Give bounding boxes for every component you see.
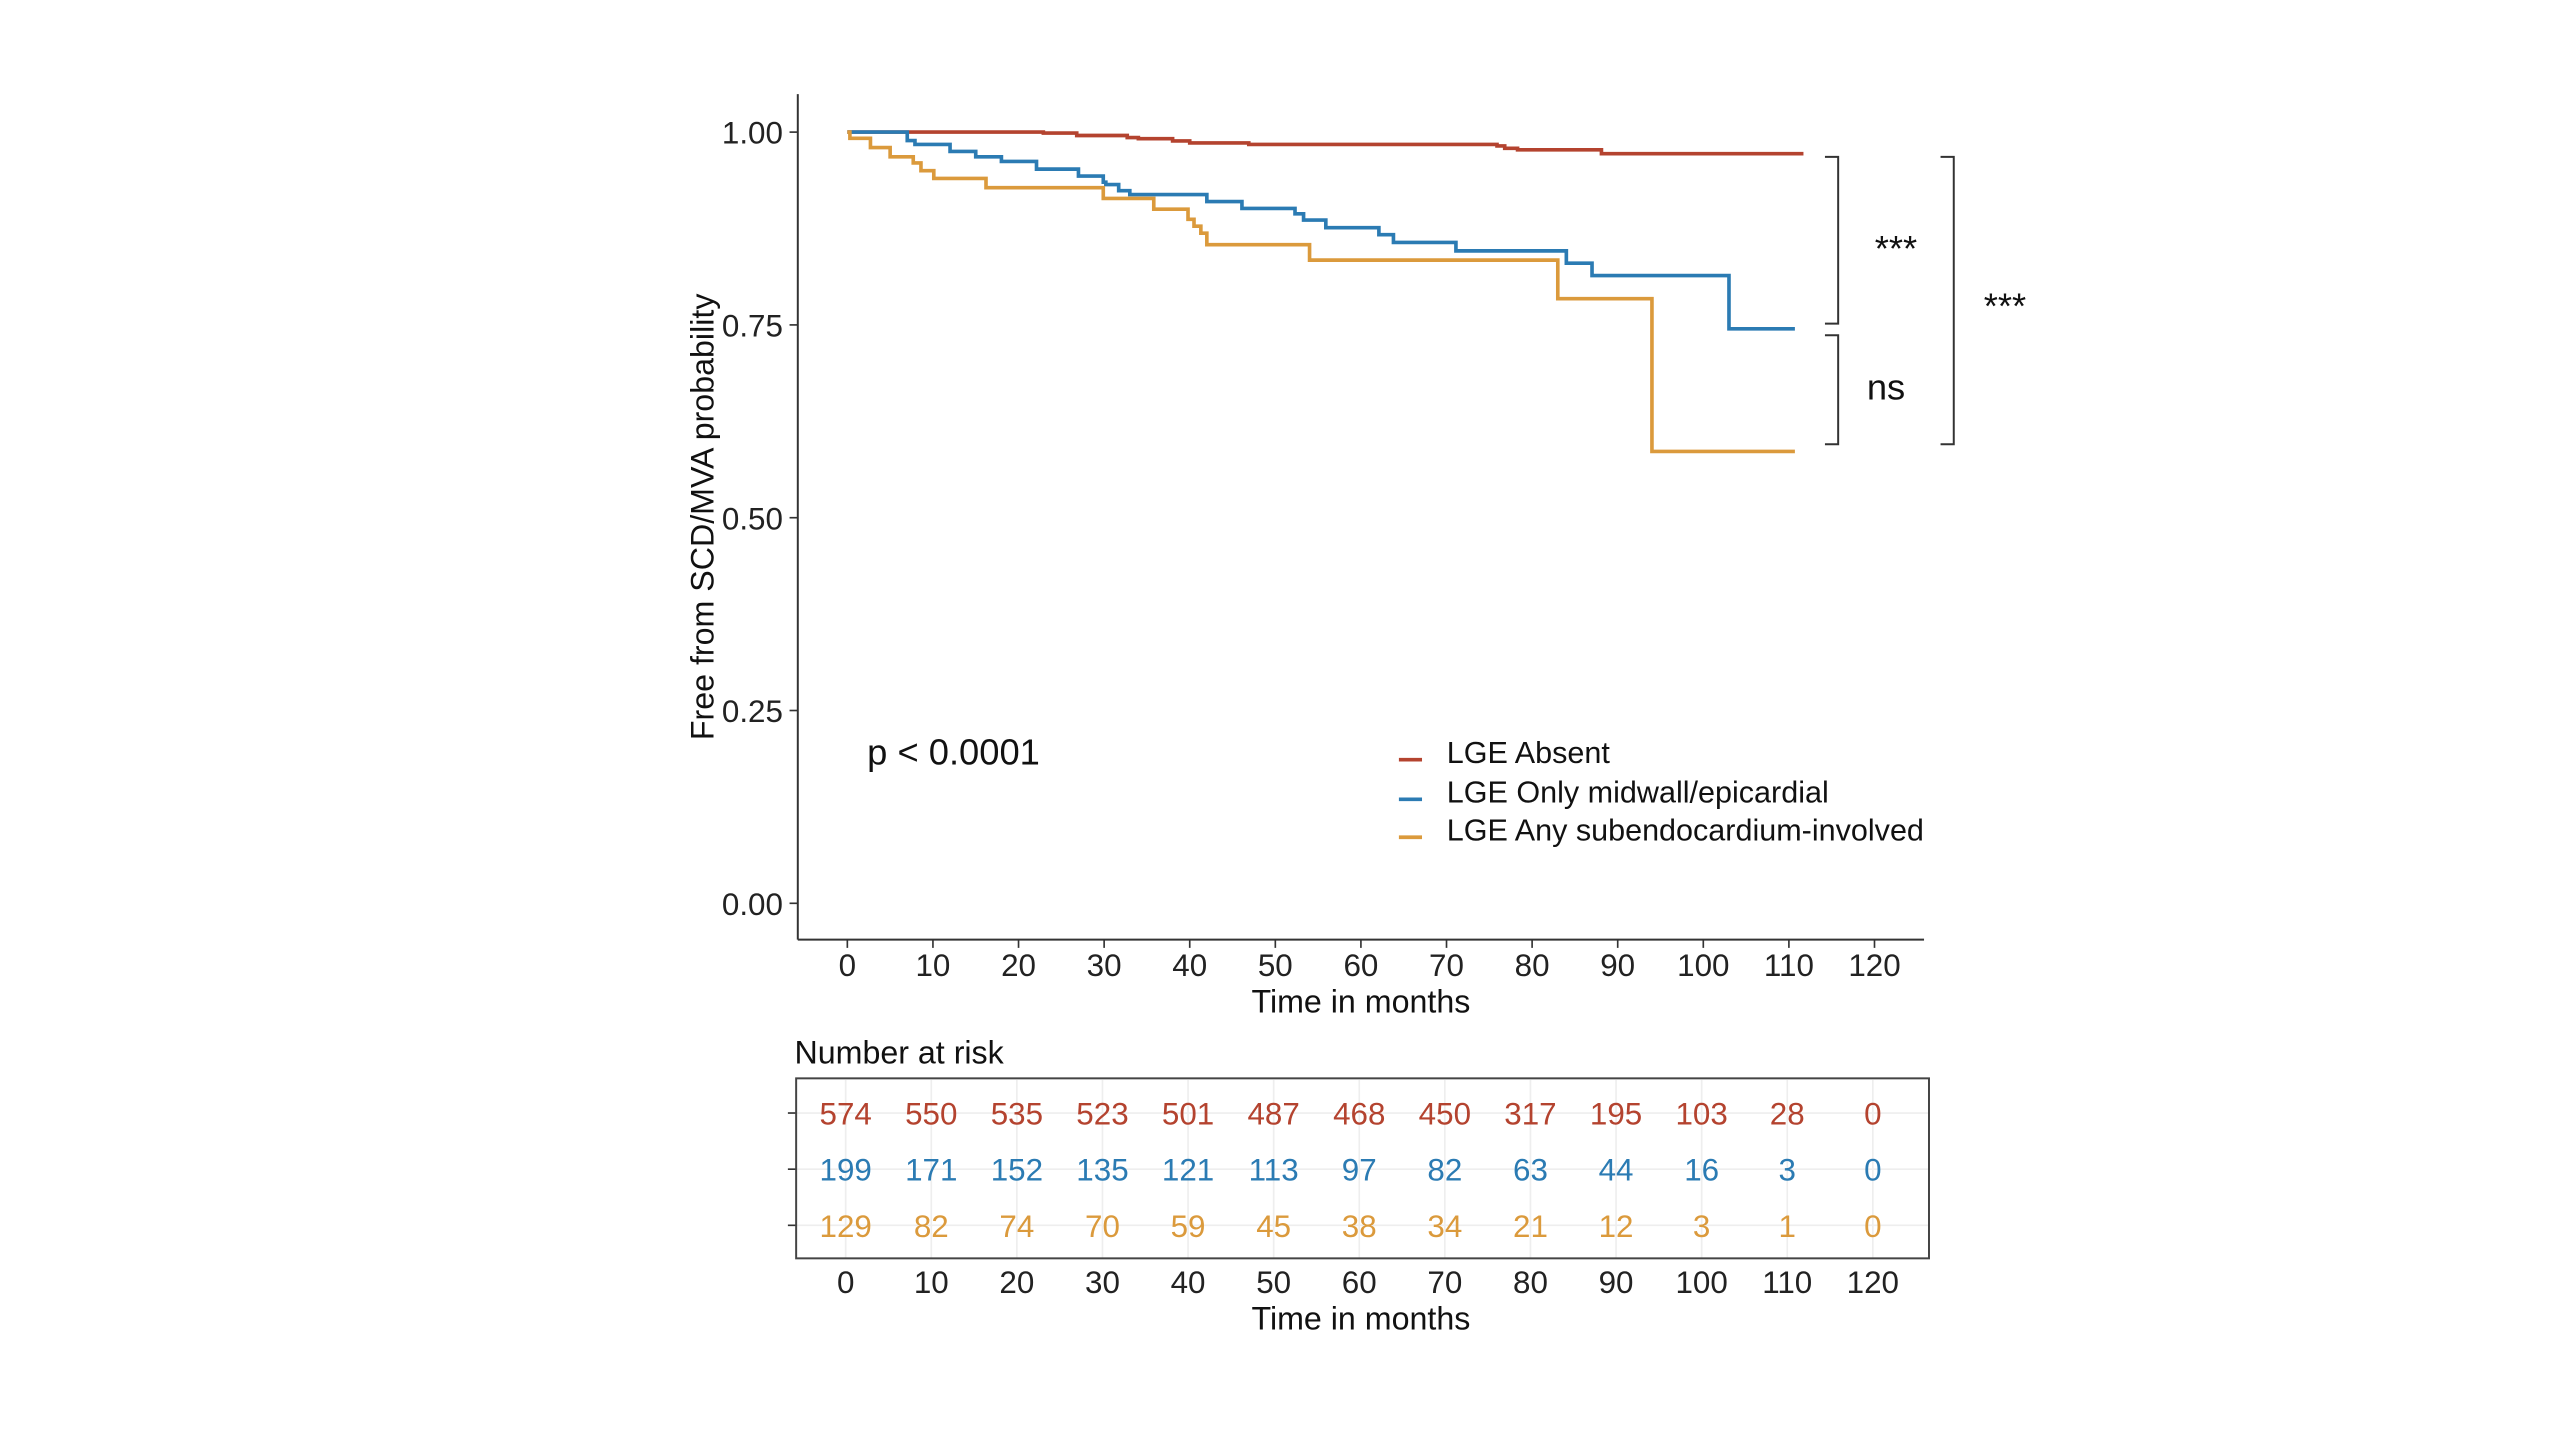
risk-count: 1 [1779, 1209, 1796, 1244]
x-tick-label: 70 [1429, 948, 1464, 983]
survival-curve-3 [847, 130, 1795, 454]
x-tick-label: 120 [1848, 948, 1900, 983]
risk-x-tick-label: 120 [1847, 1265, 1899, 1300]
risk-count: 523 [1076, 1097, 1128, 1132]
risk-count: 0 [1864, 1153, 1881, 1188]
risk-count: 28 [1770, 1097, 1805, 1132]
risk-count: 121 [1162, 1153, 1214, 1188]
risk-x-tick-label: 30 [1085, 1265, 1120, 1300]
x-tick-label: 10 [915, 948, 950, 983]
risk-count: 12 [1599, 1209, 1634, 1244]
risk-count: 97 [1342, 1153, 1377, 1188]
survival-curve-1 [847, 130, 1804, 156]
risk-count: 0 [1864, 1097, 1881, 1132]
x-tick-label: 100 [1677, 948, 1729, 983]
risk-x-tick-label: 10 [914, 1265, 949, 1300]
legend: LGE Absent LGE Only midwall/epicardial LGE… [1398, 736, 1924, 848]
y-axis-title: Free from SCD/MVA probability [685, 293, 721, 740]
risk-count: 0 [1864, 1209, 1881, 1244]
risk-count: 195 [1590, 1097, 1642, 1132]
risk-x-tick-label: 90 [1599, 1265, 1634, 1300]
x-tick-label: 0 [839, 948, 856, 983]
bracket-absent-vs-midwall [1824, 155, 1840, 325]
risk-count: 199 [820, 1153, 872, 1188]
risk-count: 34 [1427, 1209, 1462, 1244]
risk-count: 82 [914, 1209, 949, 1244]
risk-count: 103 [1675, 1097, 1727, 1132]
risk-x-tick-label: 80 [1513, 1265, 1548, 1300]
risk-table-title: Number at risk [794, 1034, 1004, 1070]
risk-count: 468 [1333, 1097, 1385, 1132]
risk-count: 21 [1513, 1209, 1548, 1244]
risk-table-frame [795, 1077, 1930, 1260]
x-tick-label: 90 [1600, 948, 1635, 983]
x-tick-label: 60 [1343, 948, 1378, 983]
risk-count: 152 [991, 1153, 1043, 1188]
risk-x-tick-label: 20 [999, 1265, 1034, 1300]
legend-label: LGE Any subendocardium-involved [1447, 814, 1924, 848]
y-tick-label: 1.00 [722, 116, 783, 151]
risk-count: 38 [1342, 1209, 1377, 1244]
risk-count: 82 [1427, 1153, 1462, 1188]
risk-x-tick-label: 70 [1427, 1265, 1462, 1300]
risk-x-tick-label: 0 [837, 1265, 854, 1300]
bracket-midwall-vs-subendo [1824, 334, 1840, 446]
x-tick-label: 20 [1001, 948, 1036, 983]
y-tick-label: 0.25 [722, 694, 783, 729]
risk-count: 3 [1693, 1209, 1710, 1244]
risk-count: 74 [999, 1209, 1034, 1244]
risk-x-tick-label: 100 [1675, 1265, 1727, 1300]
x-axis-title: Time in months [1252, 983, 1471, 1019]
risk-count: 574 [820, 1097, 872, 1132]
significance-label: ns [1867, 367, 1905, 408]
risk-count: 550 [905, 1097, 957, 1132]
significance-label: *** [1875, 228, 1917, 269]
risk-count: 3 [1779, 1153, 1796, 1188]
risk-x-tick-label: 40 [1171, 1265, 1206, 1300]
risk-count: 501 [1162, 1097, 1214, 1132]
x-tick-label: 50 [1258, 948, 1293, 983]
risk-count: 450 [1419, 1097, 1471, 1132]
risk-count: 16 [1684, 1153, 1719, 1188]
survival-plot: 0.00 0.25 0.50 0.75 1.00 0 10 20 30 40 50 60 70 80 90 1… [722, 94, 1925, 983]
risk-count: 129 [820, 1209, 872, 1244]
risk-x-tick-label: 50 [1256, 1265, 1291, 1300]
y-tick-label: 0.50 [722, 501, 783, 536]
risk-x-tick-label: 110 [1762, 1265, 1812, 1300]
risk-count: 535 [991, 1097, 1043, 1132]
risk-count: 135 [1076, 1153, 1128, 1188]
x-tick-label: 110 [1764, 948, 1814, 983]
risk-count: 45 [1256, 1209, 1291, 1244]
significance-label: *** [1984, 286, 2026, 327]
risk-count: 63 [1513, 1153, 1548, 1188]
risk-count: 44 [1599, 1153, 1634, 1188]
x-tick-label: 30 [1087, 948, 1122, 983]
survival-curve-2 [847, 130, 1795, 331]
risk-x-tick-label: 60 [1342, 1265, 1377, 1300]
risk-count: 113 [1249, 1153, 1299, 1188]
y-tick-label: 0.75 [722, 308, 783, 343]
significance-brackets: *** ns *** [1824, 155, 2026, 446]
p-value-annotation: p < 0.0001 [867, 732, 1040, 773]
risk-count: 70 [1085, 1209, 1120, 1244]
bracket-absent-vs-subendo [1940, 155, 1955, 446]
legend-label: LGE Only midwall/epicardial [1447, 776, 1829, 810]
risk-count: 59 [1171, 1209, 1206, 1244]
risk-count: 317 [1504, 1097, 1556, 1132]
x-tick-label: 80 [1515, 948, 1550, 983]
x-tick-label: 40 [1172, 948, 1207, 983]
legend-label: LGE Absent [1447, 736, 1611, 770]
risk-table-x-axis-title: Time in months [1252, 1300, 1471, 1336]
risk-count: 171 [905, 1153, 957, 1188]
risk-count: 487 [1248, 1097, 1300, 1132]
y-tick-label: 0.00 [722, 887, 783, 922]
